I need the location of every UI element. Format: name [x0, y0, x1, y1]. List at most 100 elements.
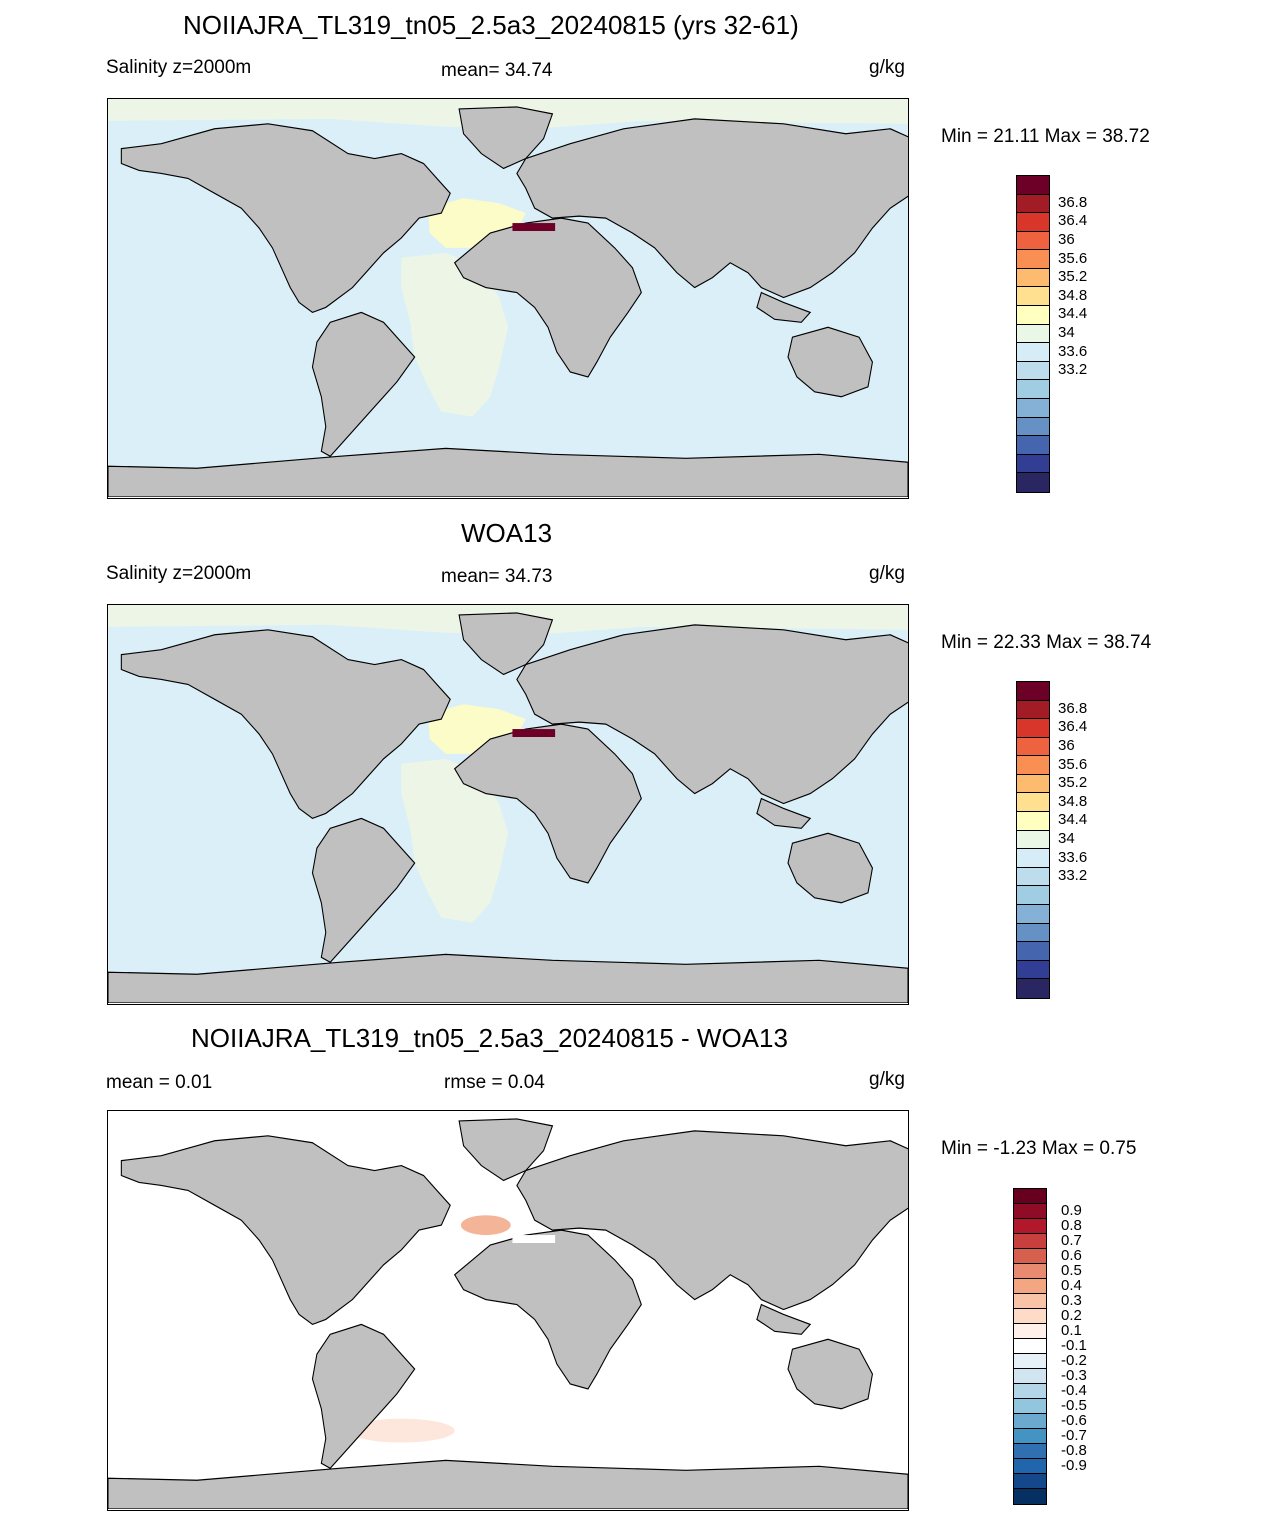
colorbar-label: 34.4 — [1058, 811, 1088, 829]
land-africa — [453, 723, 642, 884]
colorbar-cell — [1017, 361, 1049, 381]
land-africa — [453, 217, 642, 378]
colorbar-label: 35.6 — [1058, 249, 1088, 267]
land-antarctica — [108, 1459, 908, 1509]
colorbar-label: 34.8 — [1058, 286, 1088, 304]
colorbar-label: 0.1 — [1061, 1321, 1082, 1339]
salinity-patch-2 — [401, 758, 508, 923]
colorbar-label: -0.8 — [1061, 1441, 1087, 1459]
colorbar-cell — [1017, 682, 1049, 701]
colorbar-label: -0.7 — [1061, 1426, 1087, 1444]
colorbar-cell — [1014, 1324, 1046, 1339]
colorbar-cell — [1017, 473, 1049, 492]
colorbar-cell — [1017, 830, 1049, 850]
colorbar-label: 36.8 — [1058, 193, 1088, 211]
colorbar-cell — [1017, 886, 1049, 905]
colorbar-label: 0.9 — [1061, 1201, 1082, 1219]
colorbar-cell — [1017, 942, 1049, 961]
colorbar-label: -0.6 — [1061, 1411, 1087, 1429]
colorbar-cell — [1014, 1234, 1046, 1249]
colorbar-cell — [1014, 1204, 1046, 1219]
colorbar-cell — [1014, 1444, 1046, 1459]
colorbar-cell — [1014, 1189, 1046, 1204]
colorbar-label: 33.2 — [1058, 867, 1088, 885]
colorbar-cell — [1017, 454, 1049, 474]
colorbar-cell — [1014, 1249, 1046, 1264]
panel-1-units: g/kg — [869, 57, 905, 78]
colorbar-label: 35.2 — [1058, 774, 1088, 792]
panel-2-map — [107, 604, 909, 1005]
land-eurasia — [516, 1130, 908, 1311]
colorbar-cell — [1017, 380, 1049, 399]
land-north-america — [120, 123, 451, 314]
land-africa — [453, 1229, 642, 1390]
colorbar-cell — [1017, 213, 1049, 232]
land-se-asia-islands — [756, 1303, 812, 1335]
colorbar-label: -0.4 — [1061, 1381, 1087, 1399]
diff-patch-south-atlantic — [348, 1418, 455, 1443]
colorbar-cell — [1017, 737, 1049, 757]
land-antarctica — [108, 447, 908, 497]
colorbar-label: 33.6 — [1058, 342, 1088, 360]
diff-patch-atlantic — [460, 1215, 511, 1236]
panel-3-minmax: Min = -1.23 Max = 0.75 — [941, 1138, 1137, 1159]
colorbar-cell — [1014, 1429, 1046, 1444]
colorbar-label: 34.4 — [1058, 305, 1088, 323]
colorbar-cell — [1014, 1369, 1046, 1384]
land-australia — [787, 1338, 874, 1410]
land-eurasia — [516, 118, 908, 299]
colorbar-cell — [1017, 979, 1049, 998]
panel-3-mean-label: mean = 0.01 — [106, 1072, 213, 1093]
colorbar-cell — [1017, 268, 1049, 288]
colorbar-label: 36.4 — [1058, 718, 1088, 736]
panel-1-map — [107, 98, 909, 499]
salinity-patch-2 — [401, 252, 508, 417]
land-se-asia-islands — [756, 797, 812, 829]
colorbar-cell — [1017, 719, 1049, 738]
land-north-america — [120, 629, 451, 820]
panel-2-mean-label: mean= 34.73 — [441, 566, 553, 587]
colorbar-label: 35.6 — [1058, 755, 1088, 773]
colorbar-cell — [1017, 793, 1049, 813]
colorbar-cell — [1017, 306, 1049, 325]
colorbar-cell — [1017, 324, 1049, 344]
mediterranean-sea — [512, 729, 556, 738]
panel-3-title: NOIIAJRA_TL319_tn05_2.5a3_20240815 - WOA… — [191, 1023, 788, 1053]
colorbar-cell — [1014, 1414, 1046, 1429]
colorbar-label: 0.3 — [1061, 1291, 1082, 1309]
land-antarctica — [108, 953, 908, 1003]
colorbar-label: 0.8 — [1061, 1216, 1082, 1234]
panel-1-variable-label: Salinity z=2000m — [106, 57, 252, 78]
colorbar-label: 36 — [1058, 737, 1075, 755]
colorbar-cell — [1014, 1264, 1046, 1279]
colorbar-cell — [1017, 436, 1049, 455]
colorbar-label: -0.5 — [1061, 1396, 1087, 1414]
colorbar-label: 0.4 — [1061, 1276, 1082, 1294]
colorbar-label: 34.8 — [1058, 792, 1088, 810]
colorbar-cell — [1017, 756, 1049, 775]
colorbar-cell — [1014, 1459, 1046, 1474]
colorbar-cell — [1017, 849, 1049, 868]
colorbar-label: 36.8 — [1058, 699, 1088, 717]
panel-2-units: g/kg — [869, 563, 905, 584]
colorbar-cell — [1017, 700, 1049, 720]
colorbar-label: 0.6 — [1061, 1246, 1082, 1264]
colorbar-cell — [1014, 1489, 1046, 1504]
panel-1-colorbar — [1016, 175, 1050, 493]
colorbar-label: 34 — [1058, 830, 1075, 847]
colorbar-label: 36 — [1058, 231, 1075, 249]
colorbar-cell — [1014, 1474, 1046, 1489]
colorbar-cell — [1017, 176, 1049, 195]
panel-2-colorbar — [1016, 681, 1050, 999]
land-eurasia — [516, 624, 908, 805]
panel-3-map — [107, 1110, 909, 1511]
land-north-america — [120, 1135, 451, 1326]
land-australia — [787, 326, 874, 398]
panel-2-title: WOA13 — [461, 518, 553, 548]
colorbar-cell — [1017, 417, 1049, 437]
world-map — [108, 1111, 908, 1509]
colorbar-label: 0.7 — [1061, 1231, 1082, 1249]
land-australia — [787, 832, 874, 904]
mediterranean-sea — [512, 1235, 556, 1244]
colorbar-cell — [1017, 343, 1049, 362]
